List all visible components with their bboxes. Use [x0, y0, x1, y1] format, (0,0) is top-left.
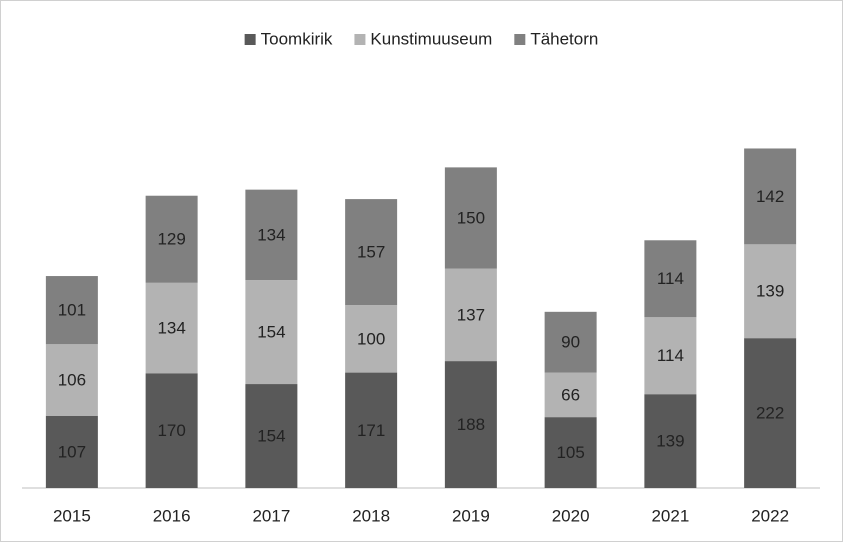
data-label: 129 — [157, 230, 185, 249]
data-label: 114 — [657, 346, 684, 365]
bar-segment — [45, 344, 98, 416]
legend-label: Toomkirik — [261, 29, 333, 48]
bar-segment — [744, 244, 797, 339]
data-label: 66 — [561, 385, 580, 404]
data-label: 154 — [257, 427, 285, 446]
legend-swatch — [354, 34, 366, 45]
data-label: 142 — [756, 187, 784, 206]
data-label: 222 — [756, 404, 784, 423]
bar-segment — [345, 199, 398, 306]
data-label: 100 — [357, 329, 385, 348]
bar-segment — [345, 372, 398, 488]
bar-segment — [245, 189, 298, 281]
x-tick-label: 2021 — [651, 506, 689, 525]
data-label: 134 — [157, 319, 185, 338]
bar-segment — [444, 268, 497, 362]
bar-segment — [744, 338, 797, 488]
bar-segment — [644, 240, 697, 318]
data-label: 139 — [756, 282, 784, 301]
data-label: 114 — [657, 269, 684, 288]
x-tick-label: 2017 — [252, 506, 290, 525]
data-label: 107 — [58, 442, 86, 461]
legend-label: Tähetorn — [530, 29, 598, 48]
x-tick-label: 2022 — [751, 506, 789, 525]
data-label: 157 — [357, 243, 385, 262]
legend-swatch — [244, 34, 256, 45]
data-label: 188 — [457, 415, 485, 434]
data-label: 134 — [257, 225, 285, 244]
bar-segment — [245, 280, 298, 385]
x-tick-label: 2020 — [552, 506, 590, 525]
data-label: 101 — [58, 301, 86, 320]
x-tick-label: 2016 — [153, 506, 191, 525]
bar-segment — [444, 361, 497, 488]
bar-segment — [544, 311, 597, 373]
data-label: 137 — [457, 305, 485, 324]
data-label: 90 — [561, 333, 580, 352]
bar-segment — [145, 282, 198, 374]
bar-segment — [744, 148, 797, 245]
data-label: 170 — [157, 421, 185, 440]
data-label: 171 — [357, 421, 385, 440]
bar-segment — [345, 305, 398, 373]
data-label: 154 — [257, 323, 285, 342]
bar-segment — [444, 167, 497, 269]
x-tick-label: 2018 — [352, 506, 390, 525]
bar-segment — [644, 317, 697, 395]
bar-segment — [145, 195, 198, 283]
x-tick-label: 2015 — [53, 506, 91, 525]
bar-segment — [245, 384, 298, 488]
legend-label: Kunstimuuseum — [370, 29, 492, 48]
data-label: 105 — [556, 443, 584, 462]
bar-segment — [544, 372, 597, 418]
legend-swatch — [514, 34, 526, 45]
bar-segment — [644, 394, 697, 488]
data-label: 139 — [656, 432, 684, 451]
data-label: 150 — [457, 208, 485, 227]
x-tick-label: 2019 — [452, 506, 490, 525]
bar-segment — [145, 373, 198, 488]
data-label: 106 — [58, 370, 86, 389]
bar-segment — [45, 415, 98, 488]
bar-segment — [544, 417, 597, 488]
bar-segment — [45, 276, 98, 345]
